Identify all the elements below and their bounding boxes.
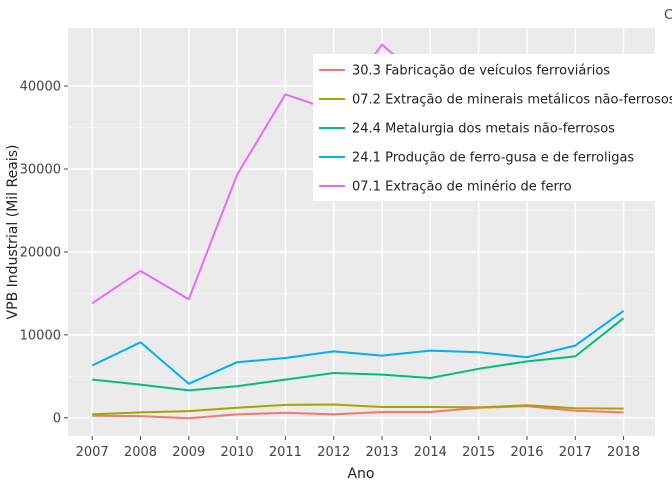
x-tick-labels: 2007 2008 2009 2010 2011 2012 2013 2014 2015 2016… — [76, 436, 640, 460]
y-tick-labels: 0 10000 20000 30000 40000 — [20, 80, 68, 426]
y-tick-label: 10000 — [20, 328, 61, 343]
x-tick-label: 2010 — [221, 445, 254, 460]
series-line-2 — [92, 403, 624, 416]
y-tick-label: 40000 — [20, 80, 61, 95]
y-axis-title: VPB Industrial (Mil Reais) — [5, 145, 21, 320]
legend-box — [313, 54, 672, 201]
y-tick-label: 30000 — [20, 162, 61, 177]
legend: 30.3 Fabricação de veículos ferroviários… — [313, 54, 672, 201]
x-tick-label: 2018 — [607, 445, 640, 460]
corner-text: C — [664, 8, 672, 23]
legend-label: 24.1 Produção de ferro-gusa e de ferroli… — [352, 151, 634, 166]
series-line-4 — [91, 309, 625, 385]
x-tick-label: 2014 — [414, 445, 447, 460]
series-line-1 — [92, 405, 624, 420]
series-line-3 — [92, 317, 625, 392]
y-tick-label: 20000 — [20, 245, 61, 260]
x-tick-label: 2008 — [124, 445, 157, 460]
legend-label: 07.1 Extração de minério de ferro — [352, 180, 572, 195]
legend-label: 24.4 Metalurgia dos metais não-ferrosos — [352, 122, 615, 137]
y-tick-label: 0 — [53, 411, 61, 426]
x-tick-label: 2015 — [462, 445, 495, 460]
legend-label: 07.2 Extração de minerais metálicos não-… — [352, 93, 672, 108]
x-tick-label: 2011 — [269, 445, 302, 460]
x-tick-label: 2016 — [510, 445, 543, 460]
x-axis-title: Ano — [347, 466, 374, 480]
x-tick-label: 2007 — [76, 445, 109, 460]
x-tick-label: 2017 — [559, 445, 592, 460]
grid-lines — [68, 28, 655, 436]
x-tick-label: 2009 — [172, 445, 205, 460]
legend-label: 30.3 Fabricação de veículos ferroviários — [352, 64, 610, 79]
x-tick-label: 2013 — [365, 445, 398, 460]
x-tick-label: 2012 — [317, 445, 350, 460]
